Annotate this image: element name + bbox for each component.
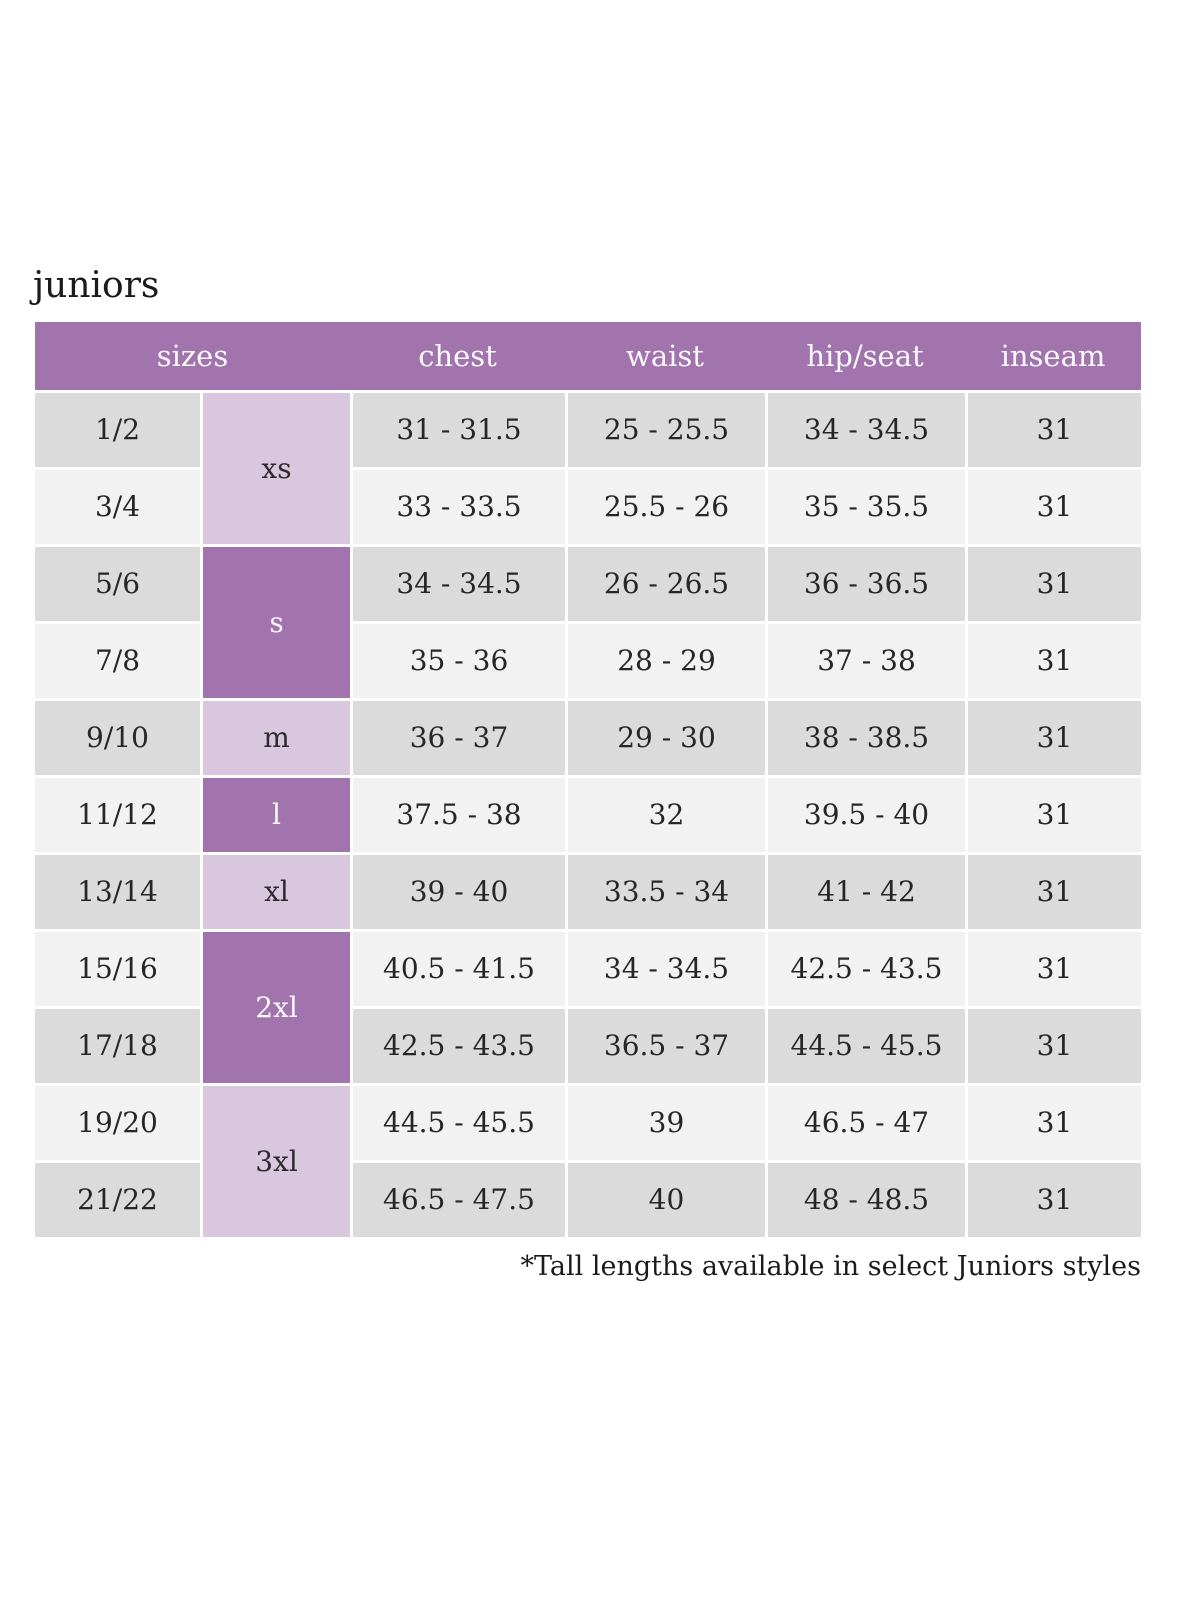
hip-seat-cell: 48 - 48.5 (768, 1162, 965, 1237)
hip-seat-cell: 41 - 42 (768, 854, 965, 929)
inseam-cell: 31 (968, 1085, 1141, 1160)
inseam-cell: 31 (968, 1162, 1141, 1237)
inseam-cell: 31 (968, 777, 1141, 852)
hip-seat-cell: 37 - 38 (768, 623, 965, 698)
letter-size-cell-xs: xs (203, 392, 350, 544)
juniors-size-chart: sizes chest waist hip/seat inseam 1/2 xs… (35, 321, 1141, 1237)
size-cell: 3/4 (35, 469, 200, 544)
waist-cell: 34 - 34.5 (568, 931, 765, 1006)
inseam-cell: 31 (968, 392, 1141, 467)
inseam-cell: 31 (968, 469, 1141, 544)
tall-lengths-footnote: *Tall lengths available in select Junior… (520, 1250, 1142, 1282)
inseam-cell: 31 (968, 931, 1141, 1006)
chest-cell: 42.5 - 43.5 (353, 1008, 565, 1083)
table-body: 1/2 xs 31 - 31.5 25 - 25.5 34 - 34.5 31 … (35, 392, 1141, 1237)
letter-size-cell-xl: xl (203, 854, 350, 929)
size-cell: 1/2 (35, 392, 200, 467)
letter-size-cell-l: l (203, 777, 350, 852)
size-cell: 15/16 (35, 931, 200, 1006)
inseam-cell: 31 (968, 546, 1141, 621)
size-cell: 5/6 (35, 546, 200, 621)
waist-cell: 29 - 30 (568, 700, 765, 775)
letter-size-cell-3xl: 3xl (203, 1085, 350, 1237)
inseam-cell: 31 (968, 854, 1141, 929)
size-cell: 13/14 (35, 854, 200, 929)
header-inseam: inseam (1000, 338, 1106, 373)
hip-seat-cell: 44.5 - 45.5 (768, 1008, 965, 1083)
chest-cell: 36 - 37 (353, 700, 565, 775)
chest-cell: 40.5 - 41.5 (353, 931, 565, 1006)
chest-cell: 35 - 36 (353, 623, 565, 698)
waist-cell: 40 (568, 1162, 765, 1237)
letter-size-cell-2xl: 2xl (203, 931, 350, 1083)
header-chest: chest (418, 338, 497, 373)
inseam-cell: 31 (968, 1008, 1141, 1083)
size-cell: 21/22 (35, 1162, 200, 1237)
hip-seat-cell: 38 - 38.5 (768, 700, 965, 775)
chest-cell: 37.5 - 38 (353, 777, 565, 852)
waist-cell: 36.5 - 37 (568, 1008, 765, 1083)
size-cell: 9/10 (35, 700, 200, 775)
hip-seat-cell: 34 - 34.5 (768, 392, 965, 467)
chest-cell: 39 - 40 (353, 854, 565, 929)
hip-seat-cell: 36 - 36.5 (768, 546, 965, 621)
hip-seat-cell: 42.5 - 43.5 (768, 931, 965, 1006)
table-header-row: sizes chest waist hip/seat inseam (35, 321, 1141, 390)
inseam-cell: 31 (968, 623, 1141, 698)
hip-seat-cell: 39.5 - 40 (768, 777, 965, 852)
header-hip-seat: hip/seat (806, 338, 924, 373)
waist-cell: 26 - 26.5 (568, 546, 765, 621)
waist-cell: 25.5 - 26 (568, 469, 765, 544)
header-waist: waist (626, 338, 704, 373)
hip-seat-cell: 35 - 35.5 (768, 469, 965, 544)
waist-cell: 39 (568, 1085, 765, 1160)
waist-cell: 25 - 25.5 (568, 392, 765, 467)
chest-cell: 33 - 33.5 (353, 469, 565, 544)
hip-seat-cell: 46.5 - 47 (768, 1085, 965, 1160)
size-cell: 11/12 (35, 777, 200, 852)
chest-cell: 31 - 31.5 (353, 392, 565, 467)
waist-cell: 28 - 29 (568, 623, 765, 698)
size-cell: 19/20 (35, 1085, 200, 1160)
size-cell: 7/8 (35, 623, 200, 698)
header-sizes: sizes (156, 338, 229, 373)
size-cell: 17/18 (35, 1008, 200, 1083)
letter-size-cell-s: s (203, 546, 350, 698)
letter-size-cell-m: m (203, 700, 350, 775)
chest-cell: 46.5 - 47.5 (353, 1162, 565, 1237)
waist-cell: 32 (568, 777, 765, 852)
inseam-cell: 31 (968, 700, 1141, 775)
chest-cell: 34 - 34.5 (353, 546, 565, 621)
chest-cell: 44.5 - 45.5 (353, 1085, 565, 1160)
waist-cell: 33.5 - 34 (568, 854, 765, 929)
page-title: juniors (33, 265, 160, 306)
